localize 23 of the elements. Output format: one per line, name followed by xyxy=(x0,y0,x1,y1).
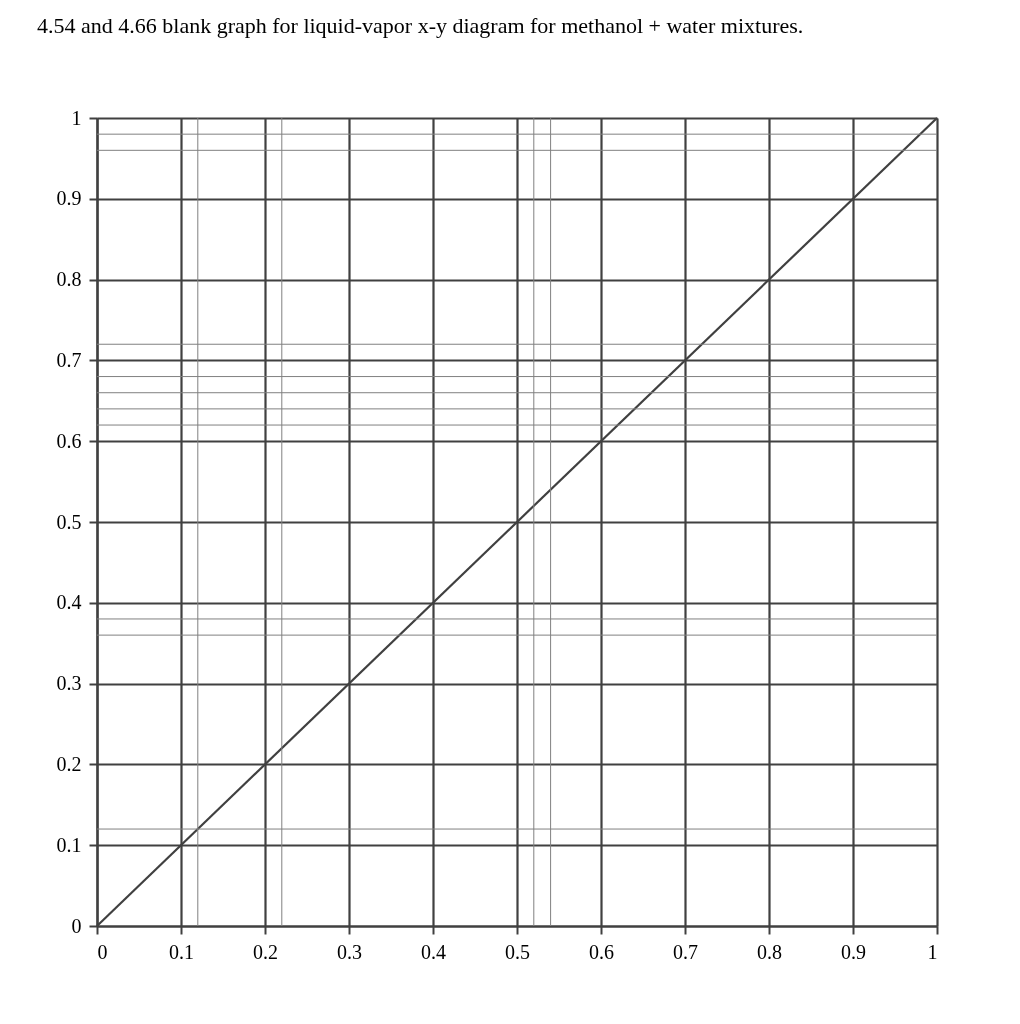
x-tick-label: 0 xyxy=(97,940,108,963)
y-tick-label: 0.6 xyxy=(56,429,82,452)
y-tick-label: 0.8 xyxy=(56,268,82,291)
x-tick-label: 0.9 xyxy=(841,940,866,963)
x-tick-label: 0.3 xyxy=(337,940,362,963)
x-tick-label: 0.8 xyxy=(757,940,782,963)
chart-title: 4.54 and 4.66 blank graph for liquid-vapor x-y diagram for methanol + water mixtures. xyxy=(37,13,804,38)
x-tick-label: 0.2 xyxy=(253,940,278,963)
y-tick-label: 0.5 xyxy=(56,510,82,533)
y-tick-label: 0.9 xyxy=(56,187,82,210)
x-tick-label: 1 xyxy=(927,940,938,963)
y-tick-label: 1 xyxy=(71,106,82,129)
x-tick-label: 0.7 xyxy=(673,940,698,963)
x-tick-label: 0.1 xyxy=(169,940,194,963)
y-tick-label: 0.4 xyxy=(56,591,82,614)
x-tick-label: 0.4 xyxy=(421,940,446,963)
y-tick-label: 0.1 xyxy=(56,833,82,856)
x-tick-label: 0.6 xyxy=(589,940,614,963)
y-tick-label: 0.7 xyxy=(56,348,82,371)
x-tick-label: 0.5 xyxy=(505,940,530,963)
y-tick-label: 0.3 xyxy=(56,672,82,695)
y-tick-label: 0.2 xyxy=(56,752,82,775)
y-tick-label: 0 xyxy=(71,914,82,937)
